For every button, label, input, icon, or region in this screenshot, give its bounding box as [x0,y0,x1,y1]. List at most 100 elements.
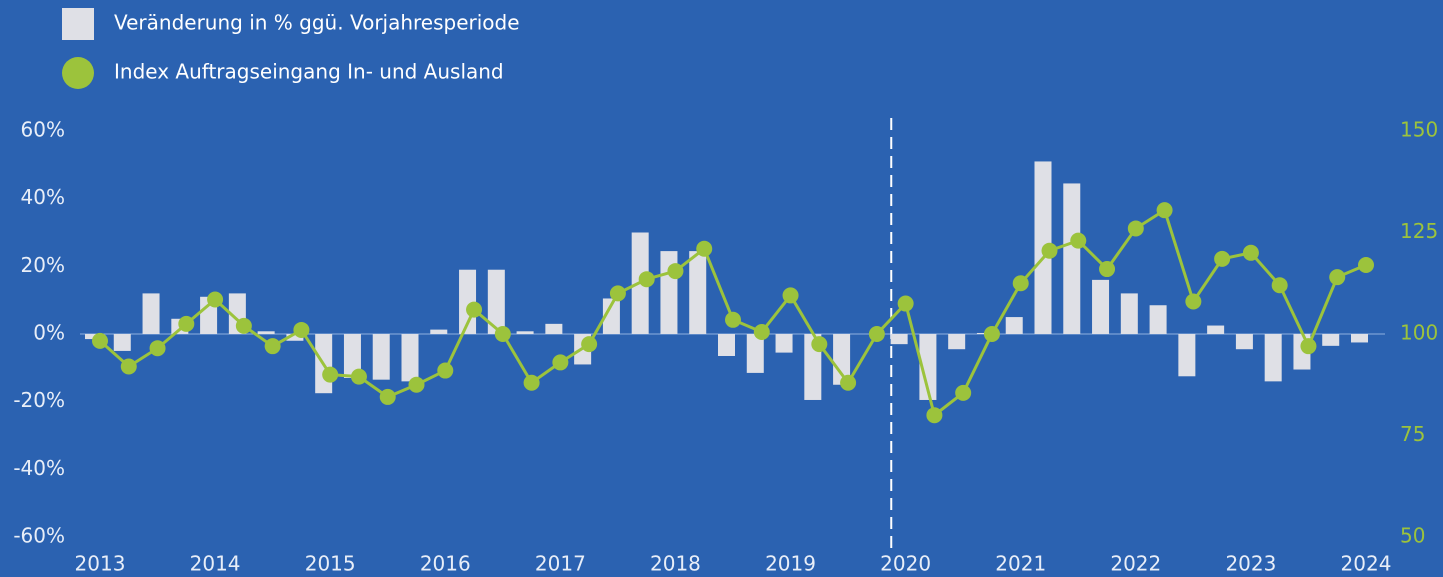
y-tick-label: -20% [13,388,65,412]
legend-label: Veränderung in % ggü. Vorjahresperiode [114,11,520,35]
x-tick-label: 2017 [535,552,586,576]
point [149,340,166,357]
point [235,317,252,334]
point [1099,261,1116,278]
y2-tick-label: 150 [1400,118,1438,142]
bar [516,331,534,334]
point [811,336,828,353]
y-tick-label: 60% [21,118,65,142]
point [1242,244,1259,261]
point [494,326,511,342]
point [523,374,540,391]
point [1185,293,1202,310]
legend-swatch [62,8,94,40]
point [983,326,1000,342]
point [897,295,914,312]
point [92,332,108,349]
y-tick-label: 40% [21,185,65,209]
bar [343,334,361,378]
bar [689,251,707,334]
point [408,376,425,393]
point [322,366,339,383]
x-tick-label: 2022 [1110,552,1161,576]
point [725,311,741,328]
bar [545,323,563,334]
point [120,358,137,375]
x-tick-label: 2021 [995,552,1046,576]
point [1214,250,1231,267]
x-tick-label: 2023 [1225,552,1276,576]
bar [459,269,477,334]
bar [1351,334,1368,343]
point [955,384,972,401]
bar [919,334,937,400]
bar [718,334,735,356]
point [609,285,626,302]
point [350,368,367,385]
bar [113,334,131,351]
point [1271,277,1288,294]
point [1329,269,1346,286]
point [1012,275,1029,292]
point [840,374,857,391]
bar [286,334,304,341]
x-tick-label: 2019 [765,552,816,576]
legend-label: Index Auftragseingang In- und Ausland [114,60,504,84]
bar [401,334,419,382]
point [1127,220,1144,237]
bar [1235,334,1253,350]
point [552,354,569,371]
point [667,263,684,280]
bar [1092,279,1110,334]
bar [142,293,160,334]
x-tick-label: 2015 [305,552,356,576]
x-tick-label: 2013 [75,552,126,576]
bar [1149,305,1167,334]
point [1070,232,1087,249]
point [926,407,943,424]
y-tick-label: 0% [33,321,65,345]
x-tick-label: 2020 [880,552,931,576]
bar [487,269,505,334]
x-tick-label: 2016 [420,552,471,576]
bar [1005,317,1023,334]
y2-tick-label: 125 [1400,219,1438,243]
x-tick-label: 2018 [650,552,701,576]
point [1358,256,1374,273]
bar [602,298,620,334]
y-tick-label: -60% [13,524,65,548]
bar [1063,183,1081,334]
bar [833,334,851,385]
x-tick-label: 2024 [1341,552,1392,576]
point [466,301,483,318]
bar [1178,334,1196,377]
y-tick-label: -40% [13,456,65,480]
bar [1322,334,1340,346]
point [868,326,885,342]
bar [948,334,966,350]
legend-swatch [62,57,94,89]
point [1041,242,1058,259]
x-tick-label: 2014 [190,552,241,576]
y2-tick-label: 75 [1400,422,1425,446]
y2-tick-label: 100 [1400,321,1438,345]
bar [1264,334,1282,382]
bar [257,331,275,334]
point [1156,202,1173,219]
point [1300,338,1317,355]
point [379,388,396,405]
point [178,315,195,332]
bar [890,334,908,345]
point [753,323,770,340]
bar [1207,325,1225,334]
point [696,240,713,257]
point [264,338,281,355]
point [437,362,454,379]
bar [746,334,764,373]
bar [430,329,448,334]
y-tick-label: 20% [21,253,65,277]
point [293,321,310,338]
point [638,271,655,288]
bar [1120,293,1138,334]
